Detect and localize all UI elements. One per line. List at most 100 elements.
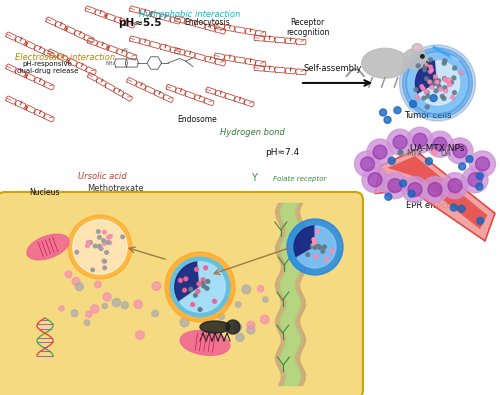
Circle shape bbox=[306, 253, 310, 256]
Polygon shape bbox=[375, 150, 495, 241]
Circle shape bbox=[236, 302, 241, 307]
Circle shape bbox=[428, 182, 442, 197]
Circle shape bbox=[262, 297, 268, 302]
Circle shape bbox=[367, 139, 393, 165]
Circle shape bbox=[447, 138, 473, 164]
Circle shape bbox=[287, 219, 343, 275]
Circle shape bbox=[452, 76, 456, 80]
Circle shape bbox=[400, 45, 475, 121]
Circle shape bbox=[103, 260, 106, 263]
Circle shape bbox=[424, 90, 428, 93]
Circle shape bbox=[108, 241, 112, 245]
Circle shape bbox=[318, 246, 322, 249]
Wedge shape bbox=[416, 61, 438, 94]
Ellipse shape bbox=[180, 331, 230, 356]
Circle shape bbox=[428, 70, 432, 73]
Circle shape bbox=[184, 277, 188, 280]
Circle shape bbox=[102, 230, 106, 234]
Circle shape bbox=[434, 77, 437, 81]
Circle shape bbox=[73, 220, 127, 274]
Circle shape bbox=[312, 243, 316, 246]
Circle shape bbox=[224, 282, 231, 290]
Circle shape bbox=[182, 281, 190, 290]
Circle shape bbox=[202, 284, 205, 288]
Circle shape bbox=[88, 241, 92, 244]
Circle shape bbox=[458, 163, 466, 170]
Circle shape bbox=[442, 77, 446, 80]
Circle shape bbox=[384, 117, 391, 123]
Circle shape bbox=[86, 241, 90, 244]
Circle shape bbox=[426, 105, 429, 109]
Circle shape bbox=[437, 79, 440, 83]
Circle shape bbox=[360, 157, 374, 171]
Circle shape bbox=[429, 65, 432, 69]
Circle shape bbox=[103, 266, 106, 269]
Circle shape bbox=[247, 326, 255, 334]
Circle shape bbox=[408, 182, 422, 197]
Circle shape bbox=[190, 298, 196, 303]
Circle shape bbox=[446, 79, 448, 82]
Circle shape bbox=[100, 247, 103, 250]
Circle shape bbox=[218, 313, 224, 320]
Text: Folate receptor: Folate receptor bbox=[273, 176, 326, 182]
Circle shape bbox=[191, 303, 194, 306]
Circle shape bbox=[170, 257, 230, 317]
Circle shape bbox=[408, 190, 415, 197]
Circle shape bbox=[443, 59, 446, 62]
Text: Endocytosis: Endocytosis bbox=[184, 18, 230, 27]
Circle shape bbox=[102, 259, 106, 263]
Circle shape bbox=[72, 278, 80, 286]
Circle shape bbox=[442, 62, 446, 65]
Circle shape bbox=[197, 301, 204, 308]
Circle shape bbox=[453, 144, 467, 158]
Circle shape bbox=[434, 75, 437, 78]
Circle shape bbox=[432, 82, 436, 86]
FancyBboxPatch shape bbox=[0, 192, 363, 395]
Circle shape bbox=[234, 323, 241, 331]
Circle shape bbox=[202, 278, 205, 282]
Circle shape bbox=[451, 96, 454, 99]
Circle shape bbox=[152, 310, 158, 317]
Circle shape bbox=[103, 293, 111, 301]
Circle shape bbox=[387, 129, 413, 155]
Circle shape bbox=[96, 230, 100, 233]
Circle shape bbox=[434, 89, 438, 92]
Circle shape bbox=[440, 95, 444, 98]
Circle shape bbox=[450, 204, 458, 211]
Text: MTX: MTX bbox=[406, 149, 422, 158]
Circle shape bbox=[196, 290, 200, 293]
Circle shape bbox=[427, 131, 453, 157]
Circle shape bbox=[170, 290, 178, 299]
Circle shape bbox=[94, 281, 101, 288]
Circle shape bbox=[206, 280, 210, 283]
Circle shape bbox=[204, 266, 208, 269]
Circle shape bbox=[420, 85, 424, 88]
Circle shape bbox=[447, 78, 450, 82]
Text: Electrostatic interaction: Electrostatic interaction bbox=[15, 53, 115, 62]
Circle shape bbox=[424, 65, 427, 68]
Circle shape bbox=[422, 87, 424, 90]
Ellipse shape bbox=[412, 44, 422, 52]
Circle shape bbox=[429, 58, 432, 62]
Ellipse shape bbox=[200, 321, 230, 333]
Circle shape bbox=[450, 81, 453, 84]
Circle shape bbox=[201, 282, 204, 285]
Circle shape bbox=[102, 303, 108, 308]
Circle shape bbox=[362, 167, 388, 193]
Wedge shape bbox=[418, 61, 460, 105]
Circle shape bbox=[407, 127, 433, 153]
Circle shape bbox=[448, 179, 462, 193]
Circle shape bbox=[102, 239, 106, 243]
Circle shape bbox=[180, 318, 189, 327]
Circle shape bbox=[422, 96, 426, 100]
Circle shape bbox=[121, 235, 124, 239]
Circle shape bbox=[165, 252, 235, 322]
Text: pH≈7.4: pH≈7.4 bbox=[266, 148, 300, 157]
Circle shape bbox=[424, 77, 428, 81]
Ellipse shape bbox=[362, 48, 408, 78]
Circle shape bbox=[422, 177, 448, 203]
Circle shape bbox=[314, 246, 317, 249]
Circle shape bbox=[438, 85, 441, 88]
Circle shape bbox=[380, 109, 386, 116]
Circle shape bbox=[462, 167, 488, 193]
